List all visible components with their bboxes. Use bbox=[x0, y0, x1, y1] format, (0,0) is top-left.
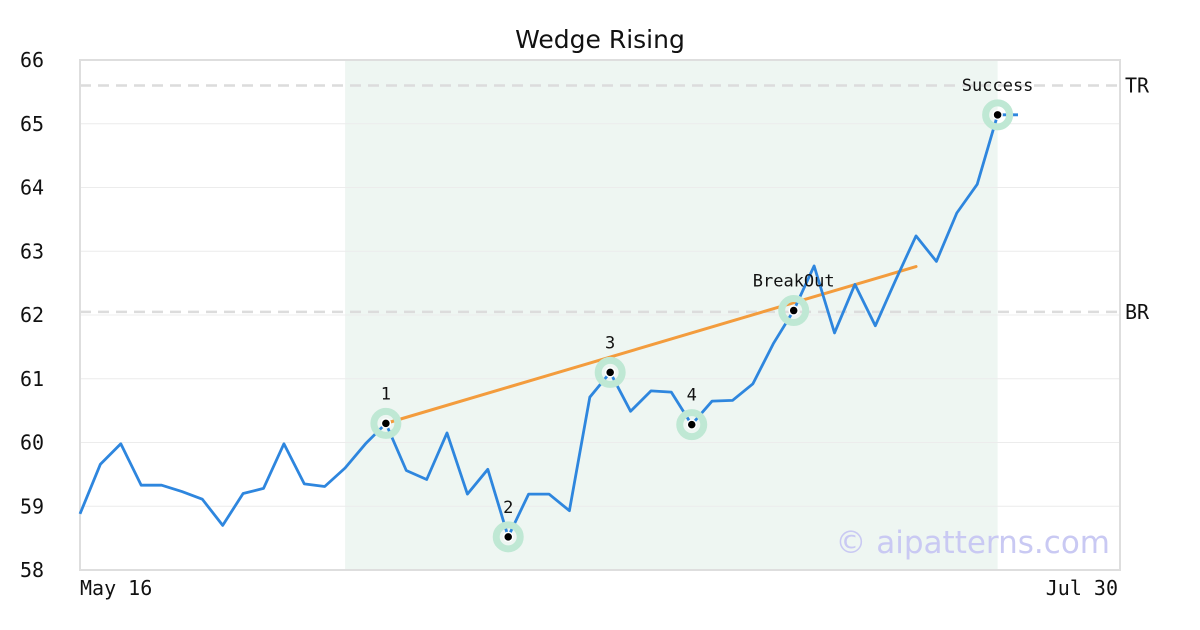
y-tick-label: 63 bbox=[20, 239, 44, 263]
marker-dot bbox=[992, 109, 1003, 121]
marker-label: 3 bbox=[605, 333, 615, 353]
marker-halo bbox=[778, 295, 810, 327]
x-tick-label: May 16 bbox=[80, 576, 152, 600]
y-tick-label: 61 bbox=[20, 367, 44, 391]
y-tick-label: 60 bbox=[20, 431, 44, 455]
price-series bbox=[78, 113, 1018, 539]
marker-halo bbox=[594, 356, 626, 388]
marker-halo bbox=[982, 99, 1014, 131]
marker-label: Success bbox=[962, 76, 1034, 96]
y-tick-label: 59 bbox=[20, 494, 44, 518]
y-tick-label: 65 bbox=[20, 112, 44, 136]
y-tick-label: 62 bbox=[20, 303, 44, 327]
marker-dot bbox=[380, 418, 392, 429]
trendline bbox=[384, 265, 918, 425]
chart-title: Wedge Rising bbox=[515, 25, 685, 54]
marker-label: 4 bbox=[687, 386, 697, 406]
marker-halo bbox=[676, 409, 708, 441]
marker-halo bbox=[492, 521, 524, 553]
pattern-markers: 1 2 3 4 BreakOut Success bbox=[370, 76, 1034, 553]
y-tick-label: 64 bbox=[20, 176, 44, 200]
reference-label-br: BR bbox=[1125, 300, 1150, 324]
price-line bbox=[78, 113, 1018, 539]
marker-dot bbox=[604, 367, 616, 378]
pattern-marker-breakout: BreakOut bbox=[753, 272, 835, 327]
reference-label-tr: TR bbox=[1125, 74, 1150, 98]
pattern-marker-3: 3 bbox=[594, 333, 626, 388]
marker-dot bbox=[502, 531, 514, 543]
x-tick-label: Jul 30 bbox=[1046, 576, 1118, 600]
pattern-marker-4: 4 bbox=[676, 386, 708, 441]
y-tick-label: 66 bbox=[20, 48, 44, 72]
watermark: © aipatterns.com bbox=[835, 525, 1110, 561]
y-axis: 58 59 60 61 62 63 64 65 66 bbox=[20, 48, 44, 582]
x-axis: May 16 Jul 30 bbox=[80, 576, 1118, 600]
marker-label: 2 bbox=[503, 498, 513, 518]
y-tick-label: 58 bbox=[20, 558, 44, 582]
pattern-marker-2: 2 bbox=[492, 498, 524, 553]
pattern-marker-1: 1 bbox=[370, 384, 402, 439]
marker-label: 1 bbox=[381, 384, 391, 404]
pattern-marker-success: Success bbox=[962, 76, 1034, 131]
marker-halo bbox=[370, 407, 402, 439]
reference-lines: TR BR bbox=[80, 74, 1150, 324]
marker-dot bbox=[686, 419, 697, 430]
plot-frame bbox=[79, 59, 1121, 571]
marker-dot bbox=[788, 305, 799, 316]
marker-label: BreakOut bbox=[753, 272, 835, 292]
